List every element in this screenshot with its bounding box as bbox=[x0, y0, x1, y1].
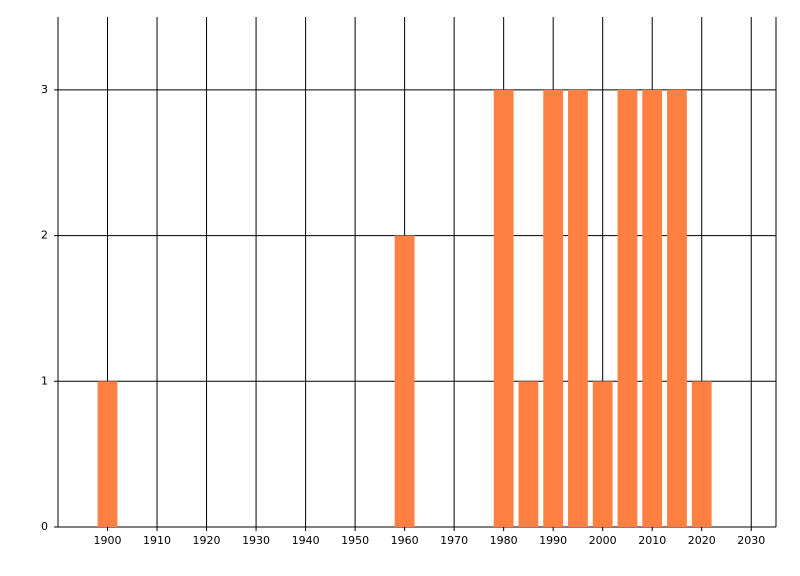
x-tick-label: 2010 bbox=[638, 534, 666, 547]
bar bbox=[642, 89, 663, 527]
bar bbox=[617, 89, 638, 527]
bar bbox=[667, 89, 687, 527]
y-tick-label: 1 bbox=[41, 374, 48, 387]
x-tick-label: 1950 bbox=[341, 534, 369, 547]
bar bbox=[592, 381, 613, 527]
x-tick-label: 1930 bbox=[242, 534, 270, 547]
x-tick-label: 1980 bbox=[490, 534, 518, 547]
x-tick-label: 1990 bbox=[539, 534, 567, 547]
x-tick-label: 2000 bbox=[589, 534, 617, 547]
y-tick-label: 2 bbox=[41, 229, 48, 242]
bar bbox=[543, 89, 564, 527]
x-tick-label: 1920 bbox=[193, 534, 221, 547]
bar bbox=[691, 381, 712, 527]
bar bbox=[394, 235, 415, 528]
x-tick-label: 1910 bbox=[143, 534, 171, 547]
bar bbox=[493, 89, 514, 527]
y-tick-label: 0 bbox=[41, 520, 48, 533]
y-tick-label: 3 bbox=[41, 83, 48, 96]
bar bbox=[518, 381, 539, 527]
x-tick-label: 1900 bbox=[94, 534, 122, 547]
x-tick-label: 2020 bbox=[688, 534, 716, 547]
x-tick-label: 1970 bbox=[440, 534, 468, 547]
bar bbox=[568, 89, 588, 527]
bar bbox=[97, 381, 118, 527]
x-tick-label: 1960 bbox=[391, 534, 419, 547]
x-tick-label: 2030 bbox=[737, 534, 765, 547]
x-tick-label: 1940 bbox=[292, 534, 320, 547]
